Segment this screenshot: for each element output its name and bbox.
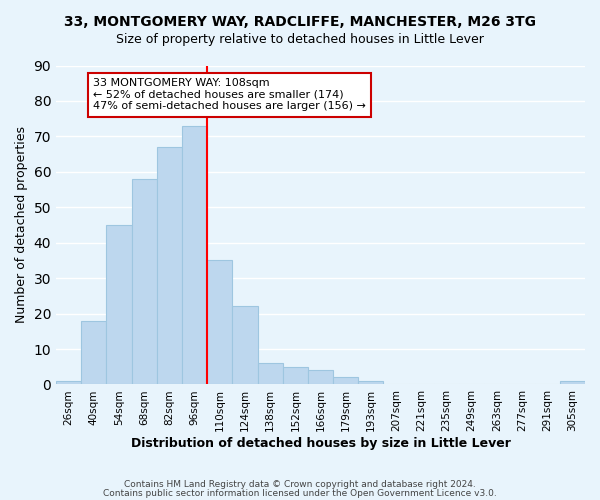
Text: 33, MONTGOMERY WAY, RADCLIFFE, MANCHESTER, M26 3TG: 33, MONTGOMERY WAY, RADCLIFFE, MANCHESTE… — [64, 15, 536, 29]
Bar — [358, 381, 383, 384]
Bar — [283, 366, 308, 384]
Bar — [333, 378, 358, 384]
Bar — [560, 381, 585, 384]
Bar — [207, 260, 232, 384]
Bar — [182, 126, 207, 384]
Bar — [157, 147, 182, 384]
Bar — [81, 320, 106, 384]
Bar — [257, 363, 283, 384]
Bar — [308, 370, 333, 384]
Bar — [131, 179, 157, 384]
X-axis label: Distribution of detached houses by size in Little Lever: Distribution of detached houses by size … — [131, 437, 511, 450]
Bar — [56, 381, 81, 384]
Text: Size of property relative to detached houses in Little Lever: Size of property relative to detached ho… — [116, 32, 484, 46]
Bar — [106, 225, 131, 384]
Text: Contains HM Land Registry data © Crown copyright and database right 2024.: Contains HM Land Registry data © Crown c… — [124, 480, 476, 489]
Y-axis label: Number of detached properties: Number of detached properties — [15, 126, 28, 324]
Text: Contains public sector information licensed under the Open Government Licence v3: Contains public sector information licen… — [103, 490, 497, 498]
Text: 33 MONTGOMERY WAY: 108sqm
← 52% of detached houses are smaller (174)
47% of semi: 33 MONTGOMERY WAY: 108sqm ← 52% of detac… — [93, 78, 366, 112]
Bar — [232, 306, 257, 384]
